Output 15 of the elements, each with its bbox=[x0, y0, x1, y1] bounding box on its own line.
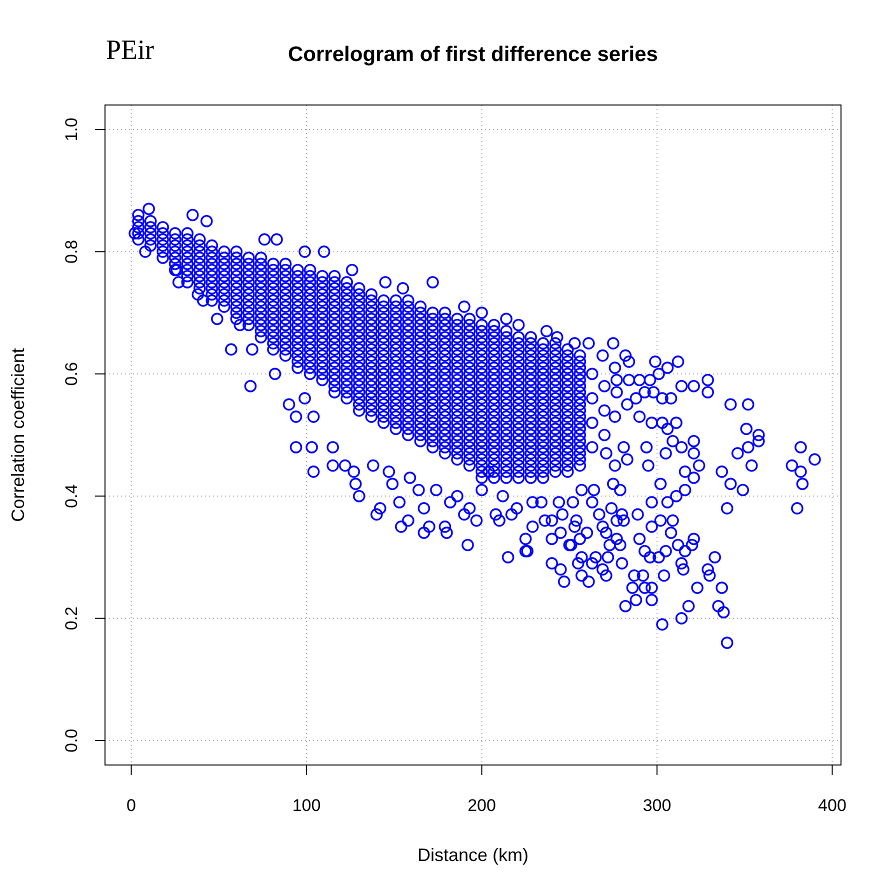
text: PEir bbox=[106, 35, 156, 66]
x-axis-title: Distance (km) bbox=[417, 845, 529, 865]
y-tick-label: 0.0 bbox=[62, 728, 81, 752]
y-tick-label: 1.0 bbox=[62, 118, 81, 142]
x-tick-label: 200 bbox=[468, 796, 496, 815]
y-tick-label: 0.6 bbox=[62, 362, 81, 386]
x-tick-label: 300 bbox=[642, 796, 672, 815]
x-tick-label: 400 bbox=[818, 796, 846, 815]
chart-title: Correlogram of first difference series bbox=[288, 43, 658, 66]
y-tick-label: 0.4 bbox=[62, 484, 81, 508]
y-tick-label: 0.2 bbox=[62, 606, 81, 630]
x-tick-label: 100 bbox=[292, 796, 321, 815]
y-axis-title: Correlation coefficient bbox=[8, 348, 28, 522]
y-tick-label: 0.8 bbox=[62, 240, 81, 264]
x-tick-label: 0 bbox=[126, 796, 136, 815]
